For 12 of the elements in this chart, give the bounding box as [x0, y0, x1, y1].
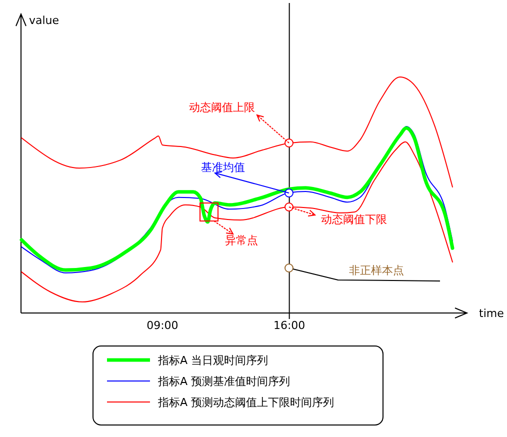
legend-label: 指标A 当日观时间序列: [157, 354, 268, 367]
x-axis-title: time: [479, 307, 504, 320]
annotation: 异常点: [225, 234, 258, 247]
annotation: 动态阈值上限: [189, 101, 255, 114]
annotation: 动态阈值下限: [321, 213, 387, 226]
y-axis-title: value: [29, 14, 60, 27]
x-tick-label: 09:00: [146, 318, 178, 332]
annotation: 非正样本点: [349, 264, 404, 277]
x-tick-label: 16:00: [273, 318, 306, 332]
annotation: 基准均值: [201, 161, 245, 174]
legend-label: 指标A 预测基准值时间序列: [157, 375, 290, 388]
legend-label: 指标A 预测动态阈值上下限时间序列: [157, 396, 334, 409]
